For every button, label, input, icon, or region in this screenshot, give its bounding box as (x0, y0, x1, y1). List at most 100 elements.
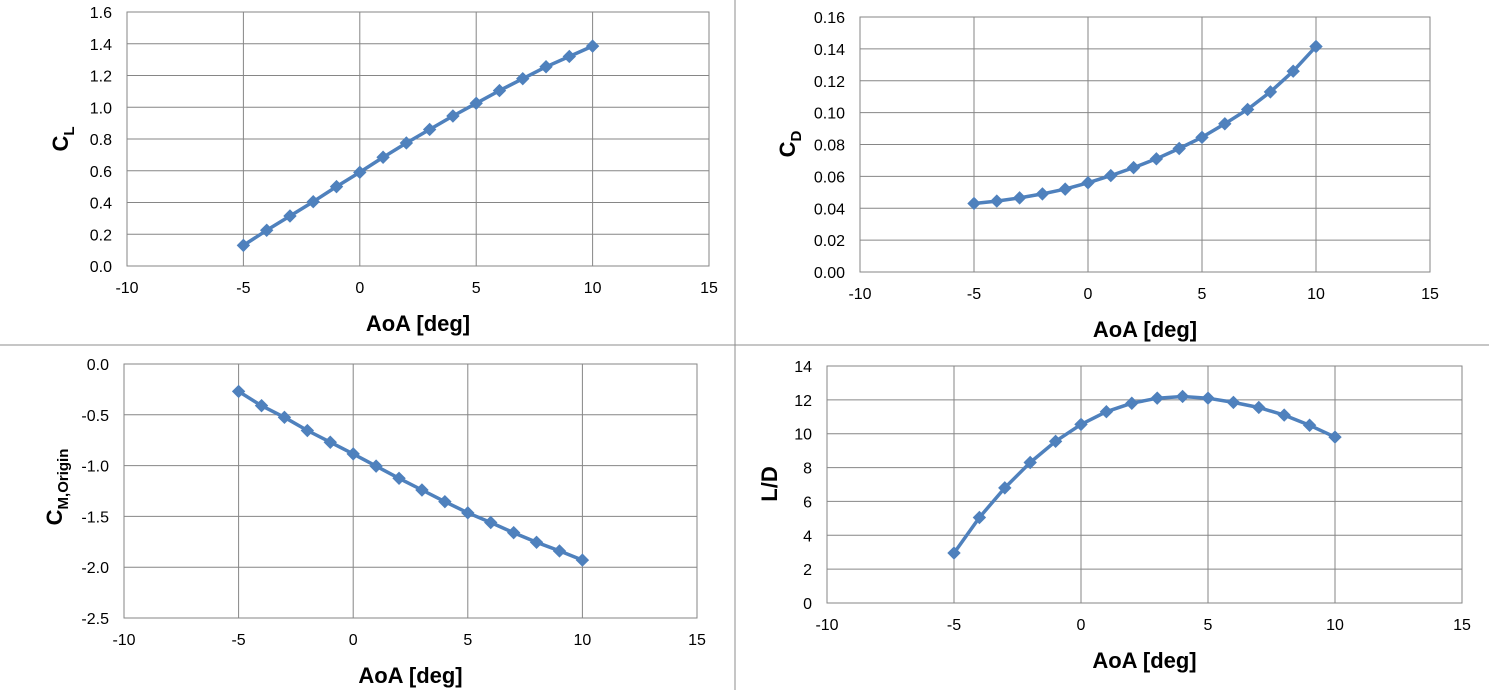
data-point (438, 494, 452, 509)
x-tick-label: 0 (349, 632, 358, 649)
data-point (254, 398, 269, 413)
data-point (1309, 39, 1323, 54)
data-point (392, 471, 406, 486)
y-tick-label: 1.4 (90, 37, 112, 54)
data-point (1302, 418, 1317, 432)
series-line (973, 45, 1318, 206)
data-point (277, 410, 292, 425)
x-tick-label: -5 (236, 280, 250, 297)
data-point (323, 435, 337, 449)
data-point (492, 83, 507, 98)
y-tick-label: 0.0 (87, 357, 109, 374)
data-point (972, 510, 987, 525)
data-point (376, 150, 390, 164)
y-axis-title-main: C (48, 136, 73, 152)
y-tick-label: 0.6 (90, 164, 112, 181)
data-point (1201, 391, 1215, 405)
y-tick-label: 12 (794, 393, 812, 410)
data-point (1328, 430, 1342, 444)
data-point (353, 165, 367, 180)
x-tick-label: 15 (1453, 617, 1471, 634)
data-point (1125, 396, 1139, 410)
x-tick-label: 0 (355, 280, 364, 297)
y-axis-title: CL (48, 126, 78, 151)
y-tick-label: -0.5 (81, 408, 109, 425)
data-point (990, 194, 1004, 208)
data-point (415, 483, 429, 497)
y-tick-label: 0.08 (814, 138, 845, 155)
data-point (529, 535, 544, 550)
plot-area (826, 365, 1463, 604)
y-tick-label: 2 (803, 562, 812, 579)
data-point (1150, 391, 1164, 405)
data-point (1149, 152, 1164, 166)
y-tick-label: -1.0 (81, 459, 109, 476)
data-point (446, 109, 460, 123)
y-axis-title-main: L/D (757, 466, 782, 501)
data-point (1252, 400, 1266, 415)
chart-drag-coefficient: -10 -5 0 5 10 15 0.00 0.02 0.04 0.06 0.08 0.10 0.12 0… (775, 10, 1439, 342)
data-point (1218, 117, 1232, 131)
data-point (1195, 130, 1209, 145)
x-tick-label: 15 (700, 280, 718, 297)
data-point (1175, 389, 1190, 404)
y-axis-title-subscript: M,Origin (55, 449, 72, 510)
data-point (1023, 455, 1037, 470)
data-point (1074, 417, 1088, 432)
x-tick-label: 15 (688, 632, 706, 649)
y-tick-label: 0.00 (814, 265, 845, 282)
y-tick-label: -2.0 (81, 560, 109, 577)
y-axis-title-subscript: L (61, 126, 78, 135)
data-point (1277, 408, 1291, 422)
y-tick-label: 0 (803, 596, 812, 613)
data-point (562, 49, 577, 64)
y-tick-label: 1.6 (90, 5, 112, 22)
x-tick-label: 15 (1421, 286, 1439, 303)
data-point (300, 423, 315, 438)
y-axis-title-subscript: D (788, 130, 805, 141)
y-axis-title: CD (775, 130, 805, 157)
y-tick-label: 8 (803, 461, 812, 478)
data-point (1240, 102, 1255, 117)
x-axis-title: AoA [deg] (1093, 317, 1197, 342)
data-point (1104, 168, 1118, 183)
y-axis-title-main: C (775, 141, 800, 157)
data-point (461, 506, 475, 520)
x-axis-title: AoA [deg] (358, 663, 462, 688)
data-point (369, 459, 383, 473)
x-tick-label: -5 (947, 617, 961, 634)
x-tick-label: 5 (472, 280, 481, 297)
x-tick-label: 10 (584, 280, 602, 297)
data-point (231, 384, 246, 399)
y-tick-label: 0.06 (814, 169, 845, 186)
data-point (1099, 405, 1114, 419)
series-line (242, 44, 594, 247)
data-point (998, 481, 1012, 495)
data-point (484, 515, 498, 530)
data-point (585, 39, 600, 53)
y-tick-label: 1.0 (90, 100, 112, 117)
chart-lift-to-drag-ratio: -10 -5 0 5 10 15 0 2 4 6 8 10 12 14 AoA [deg] L/D (757, 359, 1471, 673)
y-tick-label: 0.4 (90, 196, 112, 213)
data-point (575, 553, 590, 567)
y-tick-label: 0.04 (814, 201, 845, 218)
y-tick-label: 0.8 (90, 132, 112, 149)
y-tick-label: 0.02 (814, 233, 845, 250)
y-tick-label: 0.10 (814, 106, 845, 123)
x-tick-label: 5 (463, 632, 472, 649)
y-axis-title: CM,Origin (42, 449, 72, 526)
data-point (469, 96, 483, 110)
data-point (947, 546, 961, 560)
series-line (237, 389, 584, 562)
y-tick-label: 0.16 (814, 10, 845, 27)
data-point (283, 209, 297, 223)
y-tick-label: -2.5 (81, 611, 109, 628)
y-tick-label: 14 (794, 359, 812, 376)
x-tick-label: 10 (1326, 617, 1344, 634)
data-point (259, 223, 274, 237)
series-line (952, 394, 1336, 555)
data-point (1263, 85, 1278, 99)
x-axis-title: AoA [deg] (366, 311, 470, 336)
y-tick-label: 0.12 (814, 74, 845, 91)
